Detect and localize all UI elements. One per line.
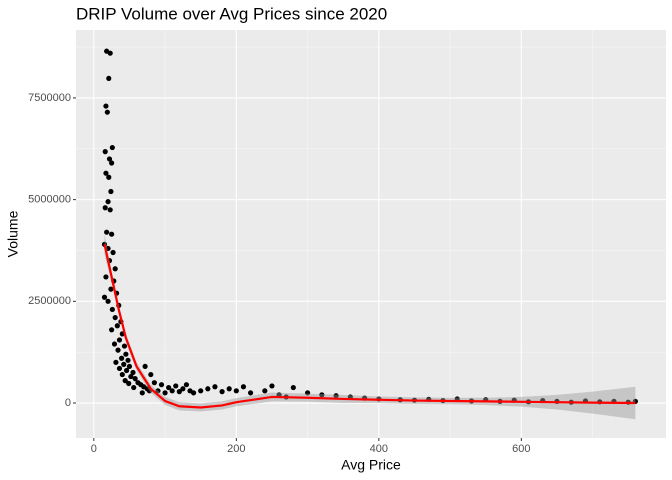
point: [183, 382, 190, 388]
point: [155, 388, 161, 394]
point: [103, 103, 109, 109]
point: [190, 390, 197, 396]
point: [169, 388, 175, 394]
point: [109, 306, 115, 313]
point: [109, 327, 115, 333]
x-tick-label: 200: [227, 443, 245, 455]
point: [106, 156, 113, 162]
point: [104, 229, 110, 235]
point: [104, 109, 110, 115]
point: [107, 207, 113, 213]
point: [226, 386, 232, 392]
point: [198, 388, 204, 394]
point: [123, 351, 129, 357]
point: [111, 341, 118, 347]
point: [151, 380, 157, 386]
point: [103, 170, 109, 176]
point: [102, 149, 108, 155]
y-tick-label: 7500000: [28, 92, 71, 104]
point: [102, 205, 108, 211]
point: [109, 231, 115, 237]
y-tick-label: 5000000: [28, 194, 71, 206]
point: [162, 390, 168, 396]
point: [101, 294, 108, 300]
point: [158, 382, 165, 388]
point: [142, 363, 148, 370]
point: [123, 367, 130, 374]
point: [109, 160, 115, 166]
point: [108, 286, 114, 292]
point: [119, 371, 125, 378]
x-tick-label: 600: [512, 443, 530, 455]
point: [121, 343, 128, 349]
point: [112, 314, 118, 321]
x-tick-label: 400: [370, 443, 388, 455]
point: [128, 373, 134, 380]
point: [125, 357, 131, 363]
point: [333, 393, 339, 399]
point: [103, 274, 109, 280]
y-tick-label: 2500000: [28, 295, 71, 307]
point: [176, 389, 182, 395]
point: [132, 376, 138, 382]
point: [121, 361, 127, 367]
point: [106, 75, 112, 82]
point: [247, 390, 254, 396]
point: [126, 363, 133, 370]
point: [105, 199, 111, 205]
point: [131, 384, 137, 391]
point: [116, 337, 123, 343]
point: [240, 384, 247, 390]
point: [262, 388, 268, 394]
x-axis-title: Avg Price: [341, 457, 401, 473]
point: [114, 323, 120, 329]
point: [219, 389, 225, 395]
point: [205, 386, 211, 392]
point: [122, 378, 128, 384]
x-tick-label: 0: [91, 443, 97, 455]
point: [319, 392, 325, 398]
point: [116, 365, 123, 372]
point: [304, 390, 311, 396]
point: [110, 249, 116, 256]
point: [166, 384, 172, 391]
point: [108, 188, 114, 195]
y-tick-label: 0: [65, 397, 71, 409]
point: [269, 383, 275, 389]
point: [173, 383, 179, 389]
smooth-line: [103, 244, 636, 409]
panel: [76, 30, 666, 438]
point: [139, 390, 145, 396]
confidence-band: [104, 234, 636, 420]
point: [113, 359, 119, 365]
point: [180, 386, 186, 392]
point: [233, 388, 239, 394]
point: [112, 266, 118, 272]
point: [130, 369, 136, 376]
point: [119, 355, 125, 361]
chart-title: DRIP Volume over Avg Prices since 2020: [76, 4, 387, 23]
point: [107, 50, 113, 56]
point: [109, 144, 115, 151]
y-axis-title: Volume: [5, 210, 21, 257]
point: [148, 371, 154, 378]
point: [212, 384, 218, 390]
point: [106, 174, 112, 180]
point: [105, 298, 111, 304]
point: [290, 384, 296, 391]
point: [126, 380, 132, 387]
point: [115, 347, 121, 353]
